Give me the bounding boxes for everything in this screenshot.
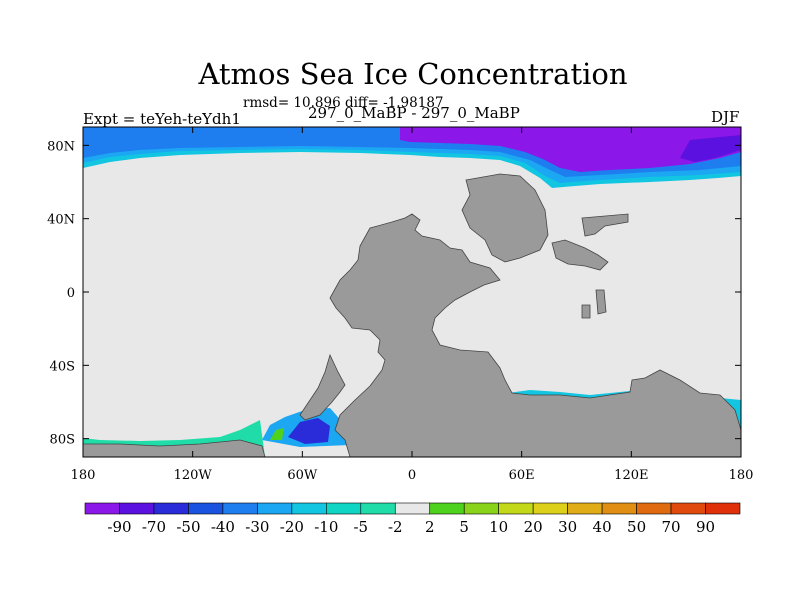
colorbar-label: 70: [662, 518, 681, 536]
colorbar-swatch: [670, 502, 706, 515]
colorbar-swatch: [188, 502, 224, 515]
colorbar-swatch: [84, 502, 120, 515]
colorbar-label: 2: [425, 518, 435, 536]
colorbar-swatch: [498, 502, 534, 515]
y-tick-label: 40S: [50, 359, 75, 374]
x-tick-label: 60W: [287, 468, 318, 483]
y-tick-label: 80N: [47, 139, 75, 154]
weddell-positive: [270, 428, 284, 440]
colorbar-label: -10: [314, 518, 338, 536]
y-tick-label: 0: [67, 286, 75, 301]
land-antarctic-strip: [83, 439, 266, 457]
y-tick-label: 80S: [50, 433, 75, 448]
colorbar-swatch: [705, 502, 741, 515]
experiment-label: Expt = teYeh-teYdh1: [83, 110, 241, 128]
colorbar: -90 -70 -50 -40 -30 -20 -10 -5 -2 2 5 10 20 30 40 50 70 9…: [84, 502, 741, 536]
colorbar-swatch: [257, 502, 293, 515]
colorbar-swatch: [291, 502, 327, 515]
colorbar-label: 40: [593, 518, 612, 536]
colorbar-label: -5: [353, 518, 368, 536]
colorbar-label: -90: [107, 518, 131, 536]
colorbar-label: 90: [696, 518, 715, 536]
colorbar-swatch: [463, 502, 499, 515]
stats-line: rmsd= 10.896 diff= -1.98187: [243, 95, 444, 111]
colorbar-swatch: [153, 502, 189, 515]
colorbar-swatch: [222, 502, 258, 515]
colorbar-label: 50: [627, 518, 646, 536]
weddell-core: [288, 418, 330, 444]
colorbar-label: 5: [459, 518, 469, 536]
x-tick-label: 120E: [614, 468, 648, 483]
colorbar-swatch: [394, 502, 431, 515]
colorbar-swatch: [567, 502, 603, 515]
colorbar-label: -50: [176, 518, 200, 536]
y-tick-label: 40N: [47, 213, 75, 228]
land-east-chain: [551, 239, 609, 271]
colorbar-swatch: [429, 502, 465, 515]
land-east-island: [581, 213, 629, 237]
map-area: [83, 127, 741, 457]
land-peninsula: [299, 353, 346, 421]
x-tick-label: 60E: [509, 468, 535, 483]
colorbar-swatch: [326, 502, 362, 515]
colorbar-swatch: [360, 502, 396, 515]
colorbar-swatch: [119, 502, 155, 515]
x-tick-label: 120W: [174, 468, 213, 483]
land-small-isle-2: [581, 304, 591, 319]
colorbar-label: -70: [142, 518, 166, 536]
land-americas: [329, 213, 741, 457]
colorbar-label: -30: [245, 518, 269, 536]
colorbar-label: -20: [280, 518, 304, 536]
colorbar-label: 10: [489, 518, 508, 536]
land-small-isle: [595, 289, 607, 315]
colorbar-label: 20: [524, 518, 543, 536]
colorbar-label: -2: [388, 518, 403, 536]
x-tick-label: 180: [71, 468, 96, 483]
arctic-core-deep: [680, 135, 741, 162]
colorbar-label: 30: [558, 518, 577, 536]
x-tick-label: 0: [408, 468, 416, 483]
season-label: DJF: [711, 108, 740, 126]
colorbar-label: -40: [211, 518, 235, 536]
colorbar-swatch: [532, 502, 568, 515]
chart-title: Atmos Sea Ice Concentration: [198, 57, 628, 91]
x-tick-label: 180: [729, 468, 754, 483]
axis-ticks: 180 120W 60W 0 60E 120E 180 80N 40N 0 40S 80S: [47, 127, 753, 483]
land-greenland: [461, 173, 549, 263]
center-label: 297_0_MaBP - 297_0_MaBP: [308, 104, 520, 122]
arctic-core: [400, 127, 741, 172]
colorbar-swatch: [636, 502, 672, 515]
colorbar-swatch: [601, 502, 637, 515]
